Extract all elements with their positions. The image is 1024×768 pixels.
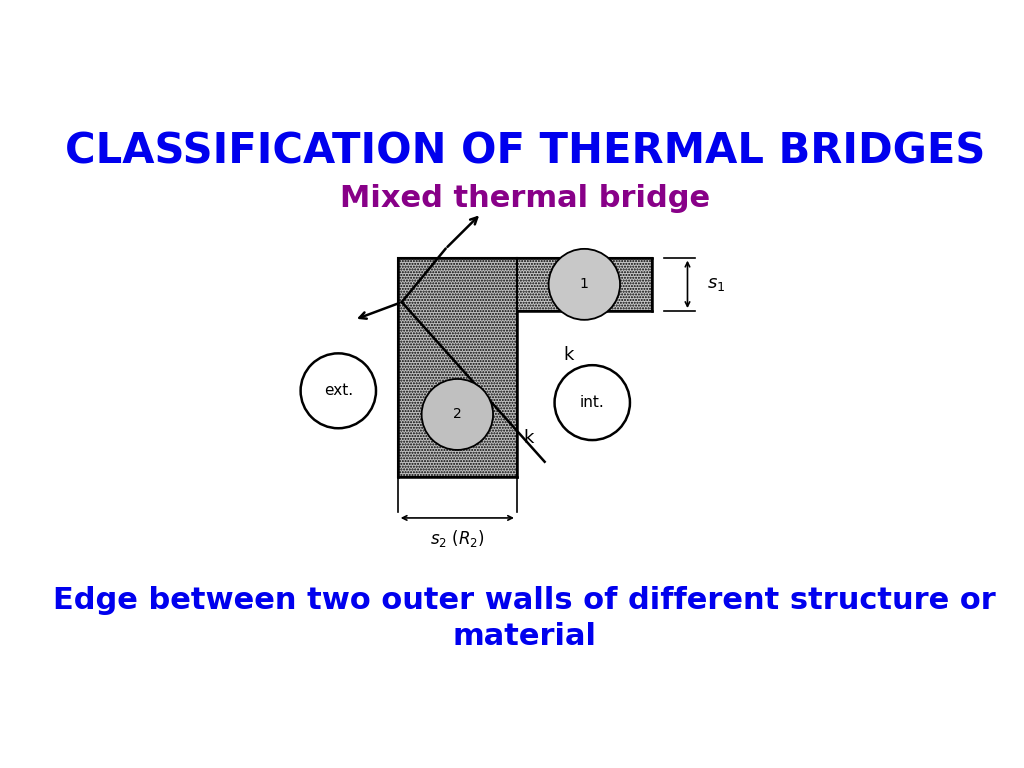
Text: k: k	[563, 346, 573, 364]
Ellipse shape	[422, 379, 494, 450]
Text: 1: 1	[580, 277, 589, 291]
Text: material: material	[453, 622, 597, 650]
Text: ext.: ext.	[324, 383, 353, 399]
Text: CLASSIFICATION OF THERMAL BRIDGES: CLASSIFICATION OF THERMAL BRIDGES	[65, 131, 985, 172]
Text: Edge between two outer walls of different structure or: Edge between two outer walls of differen…	[53, 586, 996, 615]
Bar	[517, 258, 652, 311]
Ellipse shape	[549, 249, 620, 319]
Text: $s_2$ $(R_2)$: $s_2$ $(R_2)$	[430, 528, 484, 549]
Bar	[397, 258, 517, 476]
Text: k: k	[523, 429, 534, 447]
Text: $s_1$: $s_1$	[708, 276, 726, 293]
Text: 2: 2	[453, 408, 462, 422]
Text: Mixed thermal bridge: Mixed thermal bridge	[340, 184, 710, 213]
Text: int.: int.	[580, 395, 604, 410]
